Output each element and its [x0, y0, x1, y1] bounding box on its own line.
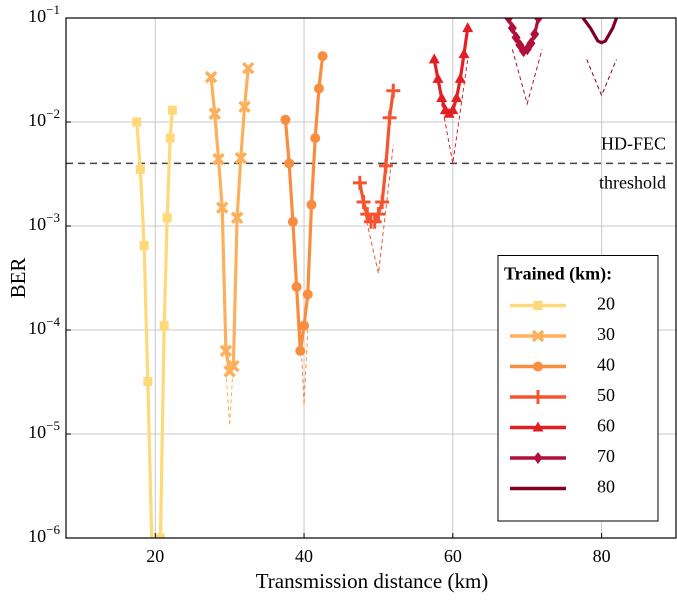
marker — [454, 72, 466, 83]
marker — [132, 117, 142, 127]
marker — [533, 18, 543, 24]
legend-marker — [532, 421, 544, 432]
marker — [234, 151, 248, 165]
series-line — [135, 110, 174, 538]
marker — [526, 37, 536, 50]
plot-frame — [65, 17, 677, 539]
marker — [280, 114, 291, 125]
marker — [242, 61, 255, 75]
marker — [367, 214, 382, 229]
marker — [302, 289, 313, 300]
marker — [382, 110, 397, 125]
marker — [149, 588, 158, 597]
legend-marker — [533, 361, 543, 372]
legend-marker — [533, 301, 543, 310]
marker — [306, 199, 317, 210]
marker — [504, 18, 514, 24]
marker — [139, 240, 149, 250]
x-tick-label: 40 — [295, 546, 313, 566]
marker — [162, 213, 172, 223]
legend-label: 20 — [597, 294, 615, 314]
marker — [432, 72, 444, 83]
x-tick-label: 20 — [146, 546, 164, 566]
marker — [447, 104, 459, 115]
y-tick-label: 10−6 — [28, 522, 60, 546]
marker — [451, 92, 463, 103]
marker — [310, 133, 321, 144]
marker — [287, 216, 298, 227]
marker — [317, 51, 328, 62]
marker — [462, 22, 474, 33]
marker — [165, 133, 175, 143]
marker — [219, 344, 233, 358]
x-tick-label: 60 — [444, 546, 462, 566]
marker — [230, 211, 244, 225]
marker — [295, 345, 306, 356]
y-tick-label: 10−1 — [28, 2, 60, 26]
marker — [143, 376, 153, 386]
marker — [352, 175, 367, 190]
legend-label: 30 — [597, 324, 615, 344]
series-line — [358, 90, 395, 224]
y-tick-label: 10−2 — [28, 106, 60, 130]
threshold-label: threshold — [599, 173, 666, 193]
marker — [511, 31, 521, 44]
marker — [458, 48, 470, 59]
marker — [291, 281, 302, 292]
marker — [204, 70, 218, 84]
legend-box — [497, 255, 659, 522]
legend-marker — [531, 390, 545, 404]
plot-area — [132, 18, 618, 597]
marker — [238, 100, 251, 114]
legend: Trained (km): 20 30 40 50 60 70 80 — [497, 255, 659, 522]
marker — [428, 53, 440, 64]
marker — [386, 83, 401, 98]
legend-title: Trained (km): — [504, 264, 612, 285]
marker — [313, 83, 324, 94]
threshold-label: HD-FEC — [601, 134, 666, 154]
series-line — [581, 18, 618, 45]
legend-label: 80 — [597, 477, 615, 497]
y-tick-label: 10−4 — [28, 314, 60, 338]
marker — [356, 195, 371, 210]
y-tick-label: 10−3 — [28, 210, 60, 234]
reference-line — [511, 49, 543, 106]
marker — [375, 195, 390, 210]
legend-label: 70 — [597, 446, 615, 466]
y-tick-label: 10−5 — [28, 418, 60, 442]
legend-marker — [531, 329, 545, 343]
marker — [159, 321, 169, 331]
reference-line — [363, 145, 394, 274]
reference-line — [586, 59, 617, 97]
marker — [530, 28, 540, 41]
legend-marker — [533, 452, 543, 464]
legend-label: 40 — [597, 355, 615, 375]
marker — [378, 158, 393, 173]
marker — [227, 359, 240, 373]
marker — [135, 164, 145, 174]
x-axis-label: Transmission distance (km) — [256, 569, 489, 593]
marker — [212, 152, 225, 166]
marker — [208, 107, 222, 121]
marker — [167, 105, 177, 115]
legend-label: 60 — [597, 416, 615, 436]
marker — [155, 533, 165, 538]
marker — [299, 320, 310, 331]
y-axis-label: BER — [6, 258, 30, 299]
x-tick-label: 80 — [593, 546, 611, 566]
marker — [371, 207, 386, 222]
marker — [436, 92, 448, 103]
marker — [215, 201, 229, 214]
marker — [507, 22, 517, 35]
legend-label: 50 — [597, 385, 615, 405]
marker — [284, 158, 295, 169]
